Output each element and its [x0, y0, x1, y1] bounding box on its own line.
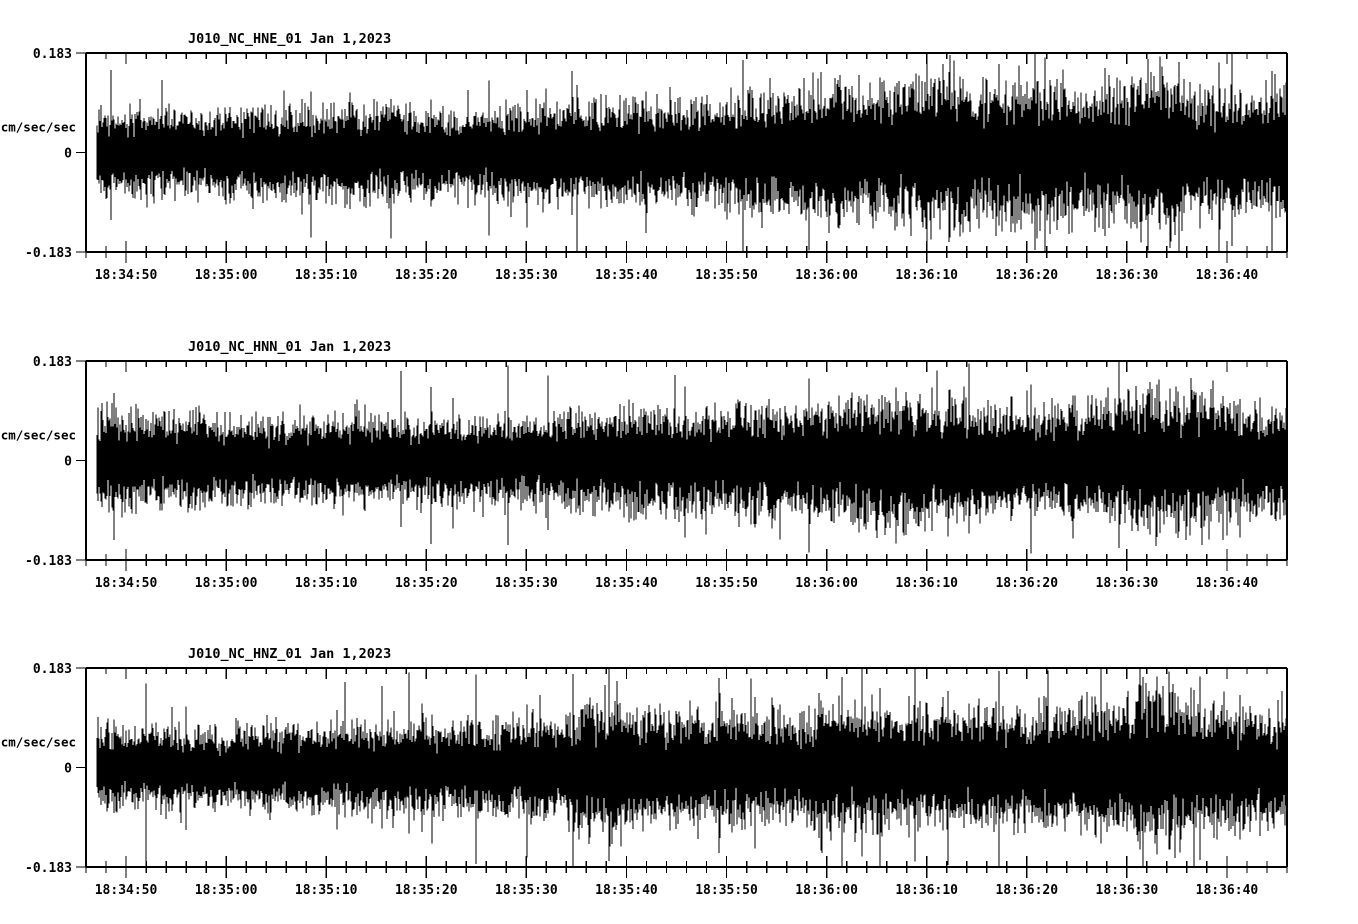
plot-area: J010_NC_HNN_01 Jan 1,2023 cm/sec/sec 0.183… [1, 339, 1288, 591]
x-axis-tick-label: 18:36:20 [995, 268, 1058, 283]
x-axis-tick-label: 18:35:10 [295, 883, 358, 898]
x-axis-tick-label: 18:36:40 [1196, 576, 1259, 591]
x-axis-tick-label: 18:36:20 [995, 576, 1058, 591]
x-axis-tick-label: 18:35:50 [695, 268, 758, 283]
y-axis-unit-label: cm/sec/sec [1, 428, 76, 443]
x-axis-tick-label: 18:35:00 [195, 576, 258, 591]
waveform-trace [96, 669, 1288, 866]
plot-area: J010_NC_HNZ_01 Jan 1,2023 cm/sec/sec 0.183… [1, 646, 1288, 898]
x-axis-ticks [85, 361, 1288, 571]
seismogram-panel-hnn: J010_NC_HNN_01 Jan 1,2023 cm/sec/sec 0.183… [0, 308, 1358, 608]
x-axis-tick-label: 18:35:40 [595, 268, 658, 283]
waveform-trace [96, 54, 1288, 251]
y-axis-tick-label: 0 [64, 147, 72, 162]
y-axis-tick-label: 0 [64, 455, 72, 470]
x-axis-tick-label: 18:36:40 [1196, 268, 1259, 283]
x-axis-tick-label: 18:36:30 [1096, 576, 1159, 591]
waveform-trace [96, 362, 1288, 554]
seismogram-panel-hnz: J010_NC_HNZ_01 Jan 1,2023 cm/sec/sec 0.183… [0, 615, 1358, 915]
y-axis-unit-label: cm/sec/sec [1, 120, 76, 135]
x-axis-tick-label: 18:35:30 [495, 883, 558, 898]
x-axis-tick-label: 18:36:10 [895, 268, 958, 283]
x-axis-tick-label: 18:36:30 [1096, 883, 1159, 898]
x-axis-tick-label: 18:36:00 [795, 268, 858, 283]
x-axis-tick-label: 18:36:10 [895, 883, 958, 898]
y-axis-tick-label: -0.183 [25, 246, 72, 261]
plot-area: J010_NC_HNE_01 Jan 1,2023 cm/sec/sec 0.183… [1, 31, 1288, 283]
y-axis-tick-label: 0 [64, 762, 72, 777]
x-axis-tick-label: 18:36:00 [795, 576, 858, 591]
y-axis-unit-label: cm/sec/sec [1, 735, 76, 750]
x-axis-tick-label: 18:35:10 [295, 576, 358, 591]
x-axis-tick-label: 18:35:20 [395, 268, 458, 283]
seismogram-panel-hne: J010_NC_HNE_01 Jan 1,2023 cm/sec/sec 0.183… [0, 0, 1358, 300]
panel-title: J010_NC_HNZ_01 Jan 1,2023 [188, 646, 391, 662]
x-axis-tick-label: 18:34:50 [95, 268, 158, 283]
y-axis-tick-label: 0.183 [33, 47, 72, 62]
panel-title: J010_NC_HNN_01 Jan 1,2023 [188, 339, 391, 355]
x-axis-tick-label: 18:35:40 [595, 576, 658, 591]
x-axis-tick-label: 18:35:20 [395, 576, 458, 591]
y-axis-tick-label: 0.183 [33, 662, 72, 677]
x-axis-ticks [85, 668, 1288, 878]
x-axis-tick-label: 18:35:50 [695, 576, 758, 591]
x-axis-tick-label: 18:35:20 [395, 883, 458, 898]
panel-title: J010_NC_HNE_01 Jan 1,2023 [188, 31, 391, 47]
x-axis-tick-label: 18:36:40 [1196, 883, 1259, 898]
x-axis-ticks [85, 53, 1288, 263]
x-axis-tick-label: 18:35:30 [495, 576, 558, 591]
x-axis-tick-label: 18:36:20 [995, 883, 1058, 898]
y-axis-tick-label: -0.183 [25, 861, 72, 876]
x-axis-tick-label: 18:35:10 [295, 268, 358, 283]
x-axis-tick-label: 18:35:00 [195, 883, 258, 898]
y-axis-tick-label: 0.183 [33, 355, 72, 370]
x-axis-tick-label: 18:35:50 [695, 883, 758, 898]
x-axis-tick-label: 18:36:10 [895, 576, 958, 591]
x-axis-tick-label: 18:35:00 [195, 268, 258, 283]
x-axis-tick-label: 18:35:40 [595, 883, 658, 898]
x-axis-tick-label: 18:36:00 [795, 883, 858, 898]
x-axis-tick-label: 18:35:30 [495, 268, 558, 283]
y-axis-tick-label: -0.183 [25, 554, 72, 569]
x-axis-tick-label: 18:34:50 [95, 883, 158, 898]
x-axis-tick-label: 18:34:50 [95, 576, 158, 591]
x-axis-tick-label: 18:36:30 [1096, 268, 1159, 283]
